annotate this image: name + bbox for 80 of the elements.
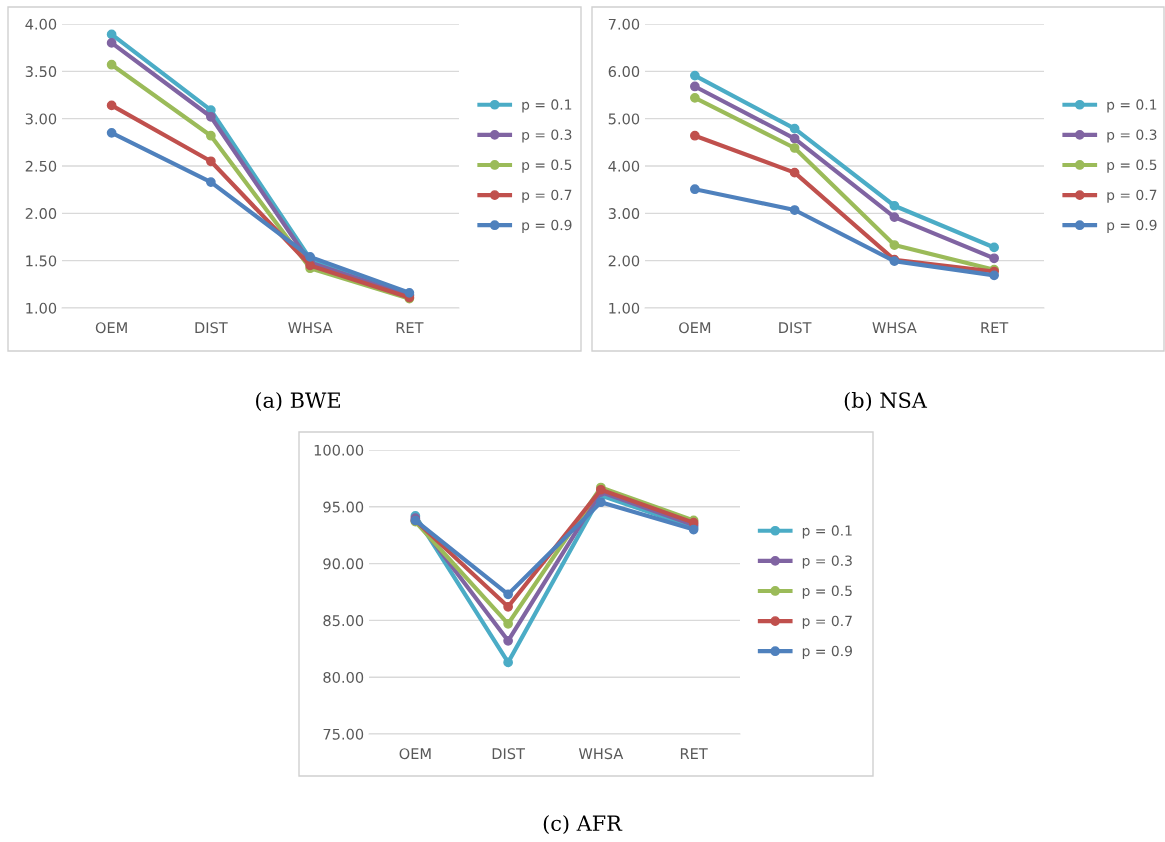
- point: [690, 130, 700, 141]
- point: [889, 212, 900, 222]
- y-tick-label: 100.00: [314, 444, 364, 456]
- legend-label: p = 0.5: [522, 159, 572, 173]
- x-tick-label: WHSA: [578, 748, 624, 760]
- point: [989, 253, 999, 264]
- y-tick-label: 2.00: [608, 255, 640, 267]
- y-tick-label: 75.00: [323, 728, 364, 740]
- x-tick-label: RET: [396, 322, 424, 333]
- y-tick-label: 4.00: [608, 160, 640, 172]
- point: [889, 240, 900, 250]
- legend-label: p = 0.1: [802, 525, 852, 539]
- legend-label: p = 0.9: [522, 219, 572, 233]
- text: (b) NSA: [844, 391, 928, 411]
- point: [596, 497, 606, 508]
- point: [989, 270, 999, 281]
- y-tick-label: 80.00: [323, 671, 364, 683]
- point: [789, 133, 800, 144]
- point: [789, 167, 800, 178]
- point: [106, 128, 117, 138]
- point: [503, 589, 513, 600]
- point: [789, 123, 800, 134]
- point: [206, 156, 216, 167]
- x-tick-label: OEM: [399, 748, 431, 760]
- legend-label: p = 0.3: [522, 129, 572, 143]
- point: [503, 635, 513, 646]
- x-tick-label: RET: [680, 748, 708, 759]
- legend-label: p = 0.7: [522, 189, 572, 203]
- point: [106, 38, 117, 48]
- y-tick-label: 2.50: [25, 160, 57, 172]
- y-tick-label: 2.00: [25, 208, 57, 220]
- legend-label: p = 0.5: [802, 585, 852, 599]
- y-tick-label: 3.00: [608, 208, 640, 220]
- point: [789, 205, 800, 215]
- x-tick-label: WHSA: [288, 322, 333, 334]
- point: [690, 70, 700, 81]
- point: [503, 657, 513, 668]
- point: [690, 184, 700, 195]
- y-tick-label: 95.00: [323, 501, 364, 513]
- x-tick-label: DIST: [779, 322, 812, 334]
- point: [989, 242, 999, 253]
- legend-label: p = 0.9: [1107, 219, 1157, 233]
- point: [690, 92, 700, 103]
- y-tick-label: 1.00: [26, 302, 57, 314]
- legend-label: p = 0.3: [802, 555, 852, 569]
- y-tick-label: 3.00: [25, 113, 57, 125]
- y-tick-label: 3.50: [25, 66, 57, 78]
- x-tick-label: WHSA: [872, 322, 917, 334]
- legend-label: p = 0.7: [1107, 189, 1157, 203]
- x-tick-label: OEM: [679, 322, 711, 334]
- y-tick-label: 4.00: [25, 18, 57, 30]
- y-tick-label: 85.00: [323, 615, 364, 627]
- text: (a) BWE: [256, 391, 340, 411]
- legend-label: p = 0.3: [1107, 129, 1157, 143]
- y-tick-label: 5.00: [608, 113, 640, 125]
- y-tick-label: 1.00: [609, 302, 640, 314]
- point: [206, 130, 216, 141]
- legend-label: p = 0.1: [522, 99, 572, 113]
- point: [503, 601, 513, 612]
- point: [206, 177, 216, 187]
- point: [503, 618, 513, 629]
- legend-label: p = 0.5: [1107, 159, 1157, 173]
- point: [789, 143, 800, 153]
- point: [106, 100, 117, 111]
- x-tick-label: DIST: [492, 748, 526, 760]
- x-tick-label: DIST: [195, 322, 228, 334]
- x-tick-label: RET: [981, 322, 1009, 333]
- point: [206, 111, 216, 122]
- point: [106, 59, 117, 70]
- y-tick-label: 7.00: [608, 18, 640, 30]
- y-tick-label: 90.00: [323, 558, 364, 570]
- point: [889, 200, 900, 211]
- text: (c) AFR: [543, 814, 623, 834]
- point: [690, 81, 700, 92]
- x-tick-label: OEM: [95, 322, 127, 334]
- legend-label: p = 0.7: [802, 615, 852, 629]
- legend-label: p = 0.1: [1107, 99, 1157, 113]
- legend-label: p = 0.9: [802, 645, 852, 659]
- y-tick-label: 6.00: [608, 66, 640, 78]
- y-tick-label: 1.50: [26, 255, 57, 267]
